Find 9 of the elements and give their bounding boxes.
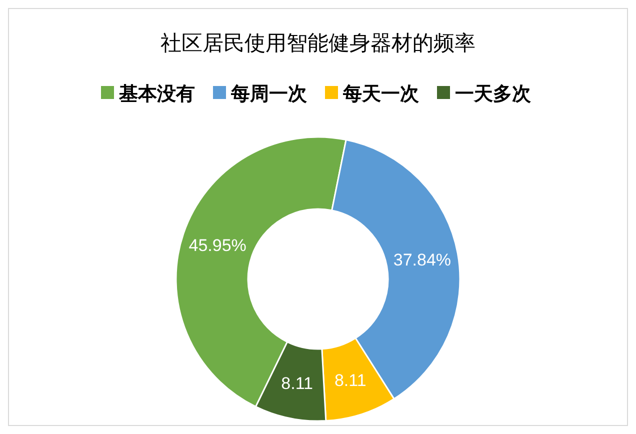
chart-title: 社区居民使用智能健身器材的频率 (160, 32, 476, 55)
legend-label: 每周一次 (230, 84, 308, 105)
data-label: 45.95% (188, 236, 246, 256)
legend-label: 一天多次 (455, 84, 532, 105)
legend-label: 每天一次 (342, 84, 420, 105)
legend-label: 基本没有 (118, 83, 195, 105)
data-label: 8.11 (281, 374, 313, 393)
data-label: 8.11 (334, 370, 366, 390)
data-label: 37.84% (393, 250, 452, 270)
